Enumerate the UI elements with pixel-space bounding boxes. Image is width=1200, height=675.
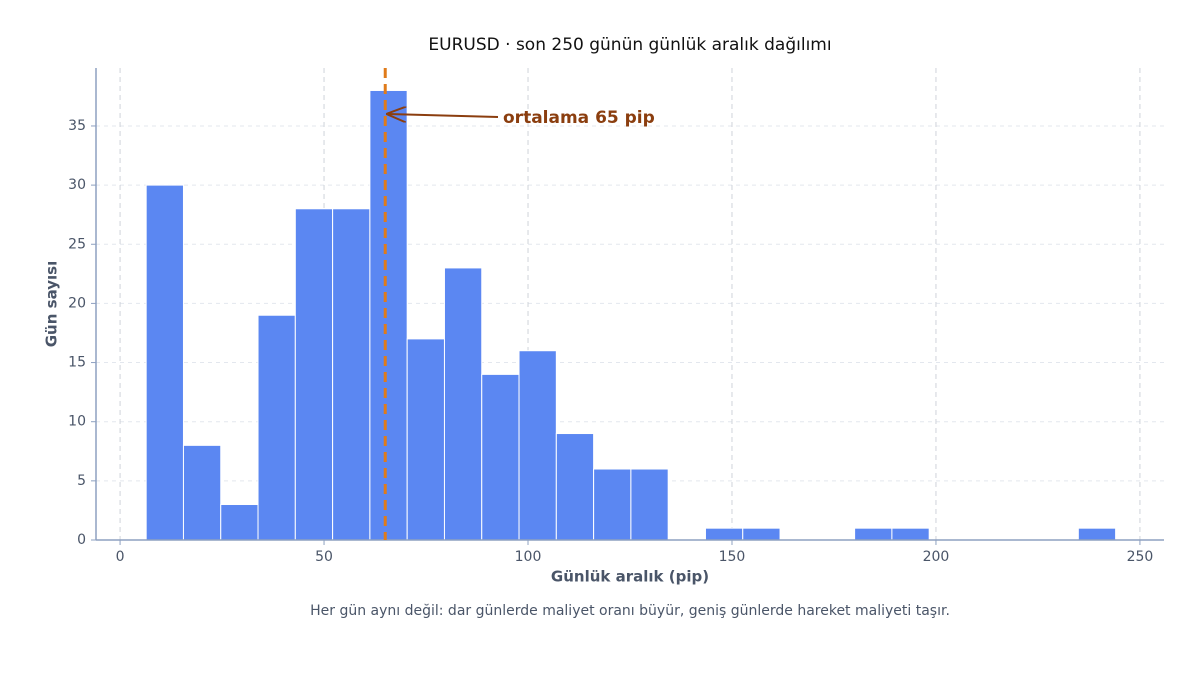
bar [443, 267, 483, 541]
y-tick-label: 25 [68, 236, 86, 252]
bar [369, 89, 408, 541]
annotation-arrow [388, 114, 499, 117]
y-tick-label: 30 [68, 177, 86, 193]
bar [555, 433, 595, 541]
y-tick-label: 15 [68, 355, 86, 371]
annotation: ortalama 65 pip [503, 108, 655, 128]
bar [1077, 527, 1117, 541]
caption: Her gün aynı değil: dar günlerde maliyet… [310, 603, 950, 619]
x-tick-label: 0 [116, 549, 125, 565]
bar [854, 527, 893, 541]
bar [891, 527, 930, 541]
x-tick-label: 200 [923, 549, 950, 565]
y-tick-label: 35 [68, 118, 86, 134]
bar [145, 184, 184, 541]
bar [630, 468, 669, 541]
x-tick-label: 50 [315, 549, 333, 565]
bar [481, 373, 520, 541]
bar [406, 338, 445, 541]
x-tick-label: 150 [719, 549, 746, 565]
bar [742, 527, 781, 541]
bar [518, 350, 557, 541]
bar [704, 527, 744, 541]
y-axis-label: Gün sayısı [43, 261, 61, 347]
y-tick-label: 5 [77, 473, 86, 489]
bar [593, 468, 632, 541]
bar [332, 208, 371, 541]
y-tick-label: 10 [68, 414, 86, 430]
chart-title: EURUSD · son 250 günün günlük aralık dağ… [428, 35, 831, 55]
x-axis-label: Günlük aralık (pip) [551, 568, 709, 586]
x-tick-label: 100 [515, 549, 542, 565]
bar [220, 504, 259, 541]
bar [257, 314, 296, 541]
bar [182, 444, 222, 541]
x-tick-label: 250 [1127, 549, 1154, 565]
y-tick-label: 20 [68, 295, 86, 311]
bar [294, 208, 334, 541]
y-tick-label: 0 [77, 532, 86, 548]
